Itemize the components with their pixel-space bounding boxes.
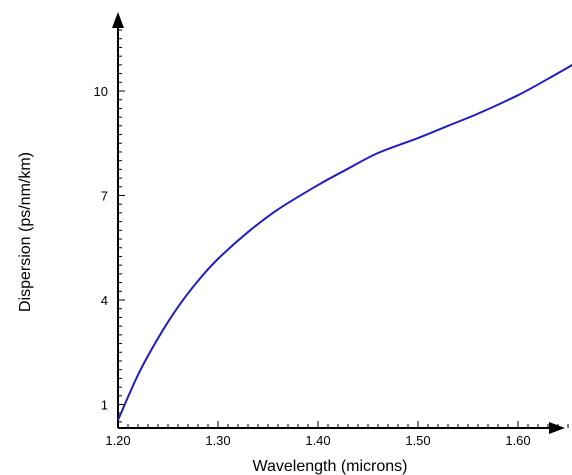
x-axis-arrow: [549, 422, 565, 434]
axes: [112, 12, 565, 434]
y-axis-label: Dispersion (ps/nm/km): [17, 152, 34, 312]
series-line-0: [117, 63, 572, 421]
x-tick-label: 1.30: [205, 433, 230, 448]
x-tick-label: 1.50: [405, 433, 430, 448]
x-tick-label: 1.60: [505, 433, 530, 448]
minor-ticks: [117, 29, 569, 428]
y-tick-label: 1: [101, 398, 108, 413]
series-group: [117, 63, 572, 421]
y-axis-arrow: [112, 12, 124, 28]
y-tick-label: 10: [94, 84, 108, 99]
x-tick-labels: 1.20 1.30 1.40 1.50 1.60: [105, 433, 530, 448]
y-tick-label: 7: [101, 189, 108, 204]
x-tick-label: 1.20: [105, 433, 130, 448]
y-tick-labels: 1 4 7 10: [94, 84, 108, 412]
y-tick-label: 4: [101, 293, 108, 308]
x-tick-label: 1.40: [305, 433, 330, 448]
x-axis-label: Wavelength (microns): [252, 458, 407, 475]
